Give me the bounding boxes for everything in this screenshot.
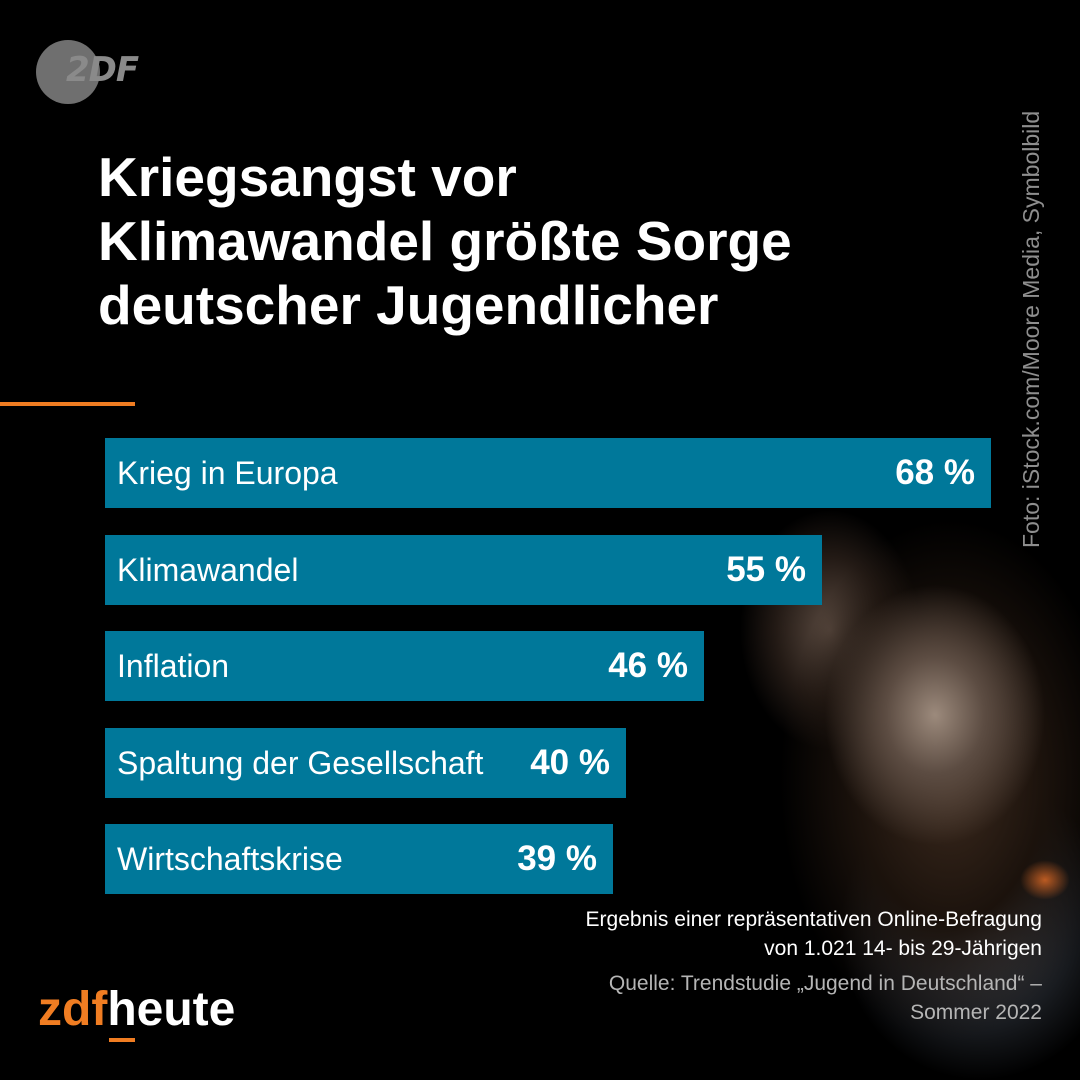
brand-underline bbox=[109, 1038, 136, 1042]
survey-note-line-2: von 1.021 14- bis 29-Jährigen bbox=[764, 937, 1042, 960]
bar bbox=[105, 824, 613, 894]
bar bbox=[105, 535, 822, 605]
brand-heute: heute bbox=[107, 983, 236, 1042]
headline: Kriegsangst vor Klimawandel größte Sorge… bbox=[98, 145, 998, 337]
bar-category-label: Krieg in Europa bbox=[117, 455, 338, 491]
survey-note: Ergebnis einer repräsentativen Online-Be… bbox=[402, 905, 1042, 963]
bar-value-label: 46 % bbox=[608, 646, 688, 685]
bar bbox=[105, 631, 704, 701]
bar-value-label: 68 % bbox=[895, 453, 975, 492]
zdf-logo-circle bbox=[36, 40, 100, 104]
source-note: Quelle: Trendstudie „Jugend in Deutschla… bbox=[402, 969, 1042, 1027]
bar-category-label: Inflation bbox=[117, 648, 230, 684]
source-note-line-1: Quelle: Trendstudie „Jugend in Deutschla… bbox=[608, 972, 1042, 995]
phone-glow bbox=[1020, 860, 1070, 900]
source-note-line-2: Sommer 2022 bbox=[910, 1001, 1042, 1024]
zdf-logo: 2DF bbox=[66, 50, 139, 90]
headline-line-1: Kriegsangst vor bbox=[98, 146, 517, 208]
brand-zdf: zdf bbox=[38, 983, 108, 1036]
zdf-logo-text: 2DF bbox=[66, 50, 139, 90]
accent-divider bbox=[0, 402, 135, 406]
zdfheute-logo: zdfheute bbox=[38, 982, 236, 1042]
bar-category-label: Klimawandel bbox=[117, 552, 299, 588]
headline-line-2: Klimawandel größte Sorge bbox=[98, 210, 792, 272]
survey-note-line-1: Ergebnis einer repräsentativen Online-Be… bbox=[585, 908, 1042, 931]
bar-value-label: 39 % bbox=[517, 839, 597, 878]
bar-value-label: 55 % bbox=[726, 550, 806, 589]
brand-heute-text: heute bbox=[107, 983, 236, 1036]
bar-category-label: Spaltung der Gesellschaft bbox=[117, 745, 484, 781]
bar-category-label: Wirtschaftskrise bbox=[117, 841, 343, 877]
bar bbox=[105, 438, 991, 508]
bar-value-label: 40 % bbox=[530, 743, 610, 782]
footnote: Ergebnis einer repräsentativen Online-Be… bbox=[402, 905, 1042, 1027]
headline-line-3: deutscher Jugendlicher bbox=[98, 274, 719, 336]
bar bbox=[105, 728, 626, 798]
